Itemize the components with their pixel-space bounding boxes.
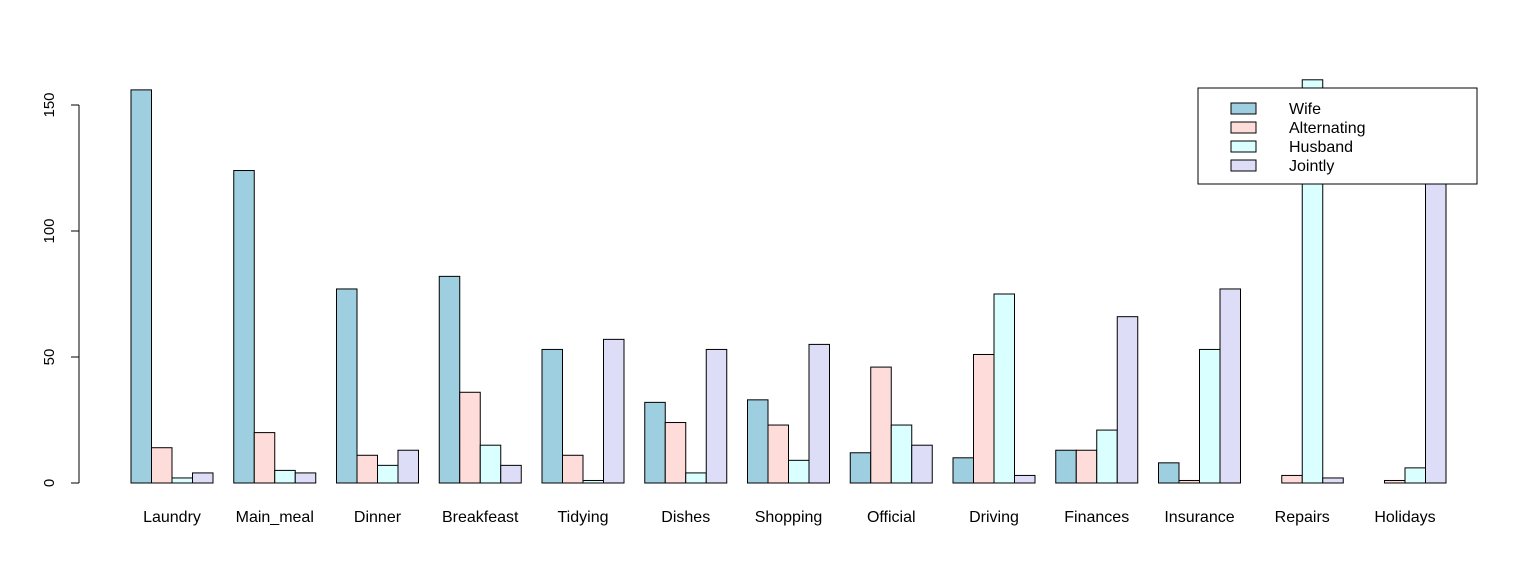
legend-swatch-jointly [1230,159,1257,172]
bar-finances-alternating [1075,449,1098,484]
bar-driving-jointly [1014,474,1036,484]
x-tick-label: Main_meal [236,509,314,526]
y-tick-label: 150 [41,92,58,117]
x-tick-label: Dishes [661,509,710,526]
bar-main-meal-wife [233,170,255,484]
x-tick-label: Repairs [1275,509,1330,526]
bar-main-meal-jointly [294,472,317,484]
y-tick-label: 100 [41,218,58,243]
bar-laundry-alternating [151,447,173,484]
bar-official-jointly [911,444,933,484]
x-tick-label: Driving [969,509,1019,526]
bar-dishes-husband [685,472,707,484]
x-tick-label: Dinner [354,509,402,526]
legend-label-wife: Wife [1289,101,1321,118]
x-tick-label: Breakfeast [442,509,519,526]
bar-finances-husband [1096,429,1118,484]
y-tick-label: 0 [41,479,58,487]
legend-label-husband: Husband [1289,139,1353,156]
bar-tidying-husband [582,479,604,484]
bar-laundry-jointly [192,472,214,484]
x-axis-labels: Laundry Main_meal Dinner Breakfeast Tidying D… [143,509,1436,526]
bar-breakfeast-jointly [500,464,522,484]
bar-shopping-jointly [808,343,830,484]
bar-dishes-jointly [705,348,728,484]
bar-dinner-jointly [397,449,419,484]
bar-driving-wife [952,457,974,484]
bar-tidying-wife [541,348,563,484]
bar-dishes-wife [644,401,666,484]
x-tick-label: Tidying [558,509,609,526]
bar-breakfeast-alternating [459,391,481,484]
bar-main-meal-husband [274,469,296,484]
bar-insurance-wife [1158,462,1180,484]
y-tick-label: 50 [41,349,58,366]
legend-label-jointly: Jointly [1289,158,1334,175]
bar-tidying-jointly [603,338,625,484]
x-tick-label: Official [867,509,916,526]
bar-official-wife [849,452,872,484]
bar-finances-jointly [1116,316,1139,484]
bar-breakfeast-husband [479,444,502,484]
bar-official-alternating [870,366,892,484]
x-tick-label: Laundry [143,509,201,526]
bar-shopping-husband [788,459,810,484]
bar-main-meal-alternating [253,432,276,484]
legend-label-alternating: Alternating [1289,120,1366,137]
y-axis: 0 50 100 150 [41,92,80,487]
bar-repairs-jointly [1322,477,1344,484]
bar-insurance-alternating [1178,479,1200,484]
bar-breakfeast-wife [438,275,461,484]
bar-shopping-alternating [767,424,789,484]
bar-dinner-wife [336,288,358,484]
x-tick-label: Shopping [755,509,823,526]
bar-finances-wife [1055,449,1077,484]
bar-driving-alternating [973,353,995,484]
x-tick-label: Insurance [1164,509,1234,526]
bar-laundry-wife [130,89,152,484]
bar-holidays-alternating [1384,479,1406,484]
legend-swatch-alternating [1230,121,1257,134]
bar-dinner-husband [377,464,399,484]
bar-shopping-wife [747,399,769,484]
legend-swatch-wife [1230,102,1257,115]
bar-official-husband [890,424,913,484]
bar-insurance-jointly [1219,288,1241,484]
legend-swatch-husband [1230,140,1257,153]
bar-insurance-husband [1199,348,1221,484]
legend: Wife Alternating Husband Jointly [1197,87,1478,185]
bar-laundry-husband [171,477,193,484]
x-tick-label: Holidays [1374,509,1435,526]
bar-dishes-alternating [664,422,687,484]
bars-group [130,79,1447,484]
bar-holidays-husband [1404,467,1426,484]
bar-repairs-alternating [1281,474,1303,484]
bar-driving-husband [993,293,1015,484]
bar-tidying-alternating [562,454,584,484]
x-tick-label: Finances [1064,509,1129,526]
bar-dinner-alternating [356,454,378,484]
